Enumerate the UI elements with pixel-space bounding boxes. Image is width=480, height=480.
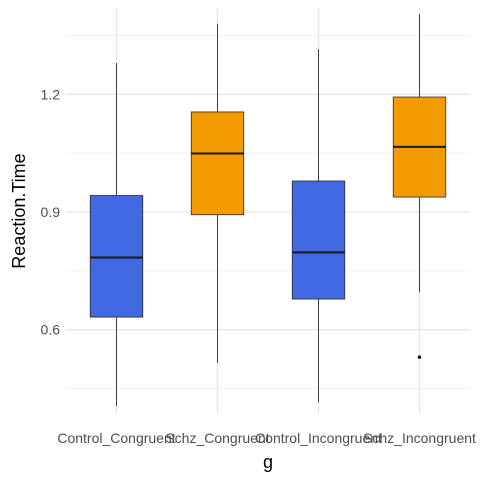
x-tick-label: Schz_Congruent	[165, 430, 269, 446]
box-schz-congruent	[190, 23, 245, 364]
y-tick-labels: 0.6 0.9 1.2	[41, 86, 61, 337]
box-schz-incongruent	[392, 13, 447, 359]
x-tick-label: Control_Congruent	[57, 430, 175, 446]
y-tick-label: 0.9	[41, 204, 61, 220]
x-tick-label: Control_Incongruent	[255, 430, 382, 446]
interquartile-box	[89, 195, 144, 318]
x-axis-title: g	[263, 452, 273, 472]
x-tick-label: Schz_Incongruent	[363, 430, 476, 446]
y-axis-title: Reaction.Time	[9, 153, 29, 268]
box-control-incongruent	[291, 49, 346, 403]
box-control-congruent	[89, 62, 144, 407]
box-plots	[89, 13, 447, 407]
y-tick-label: 0.6	[41, 322, 61, 338]
interquartile-box	[291, 180, 346, 300]
y-tick-label: 1.2	[41, 86, 61, 102]
outlier-point	[417, 355, 422, 359]
x-tick-labels: Control_CongruentSchz_CongruentControl_I…	[57, 430, 476, 446]
interquartile-box	[190, 111, 245, 216]
